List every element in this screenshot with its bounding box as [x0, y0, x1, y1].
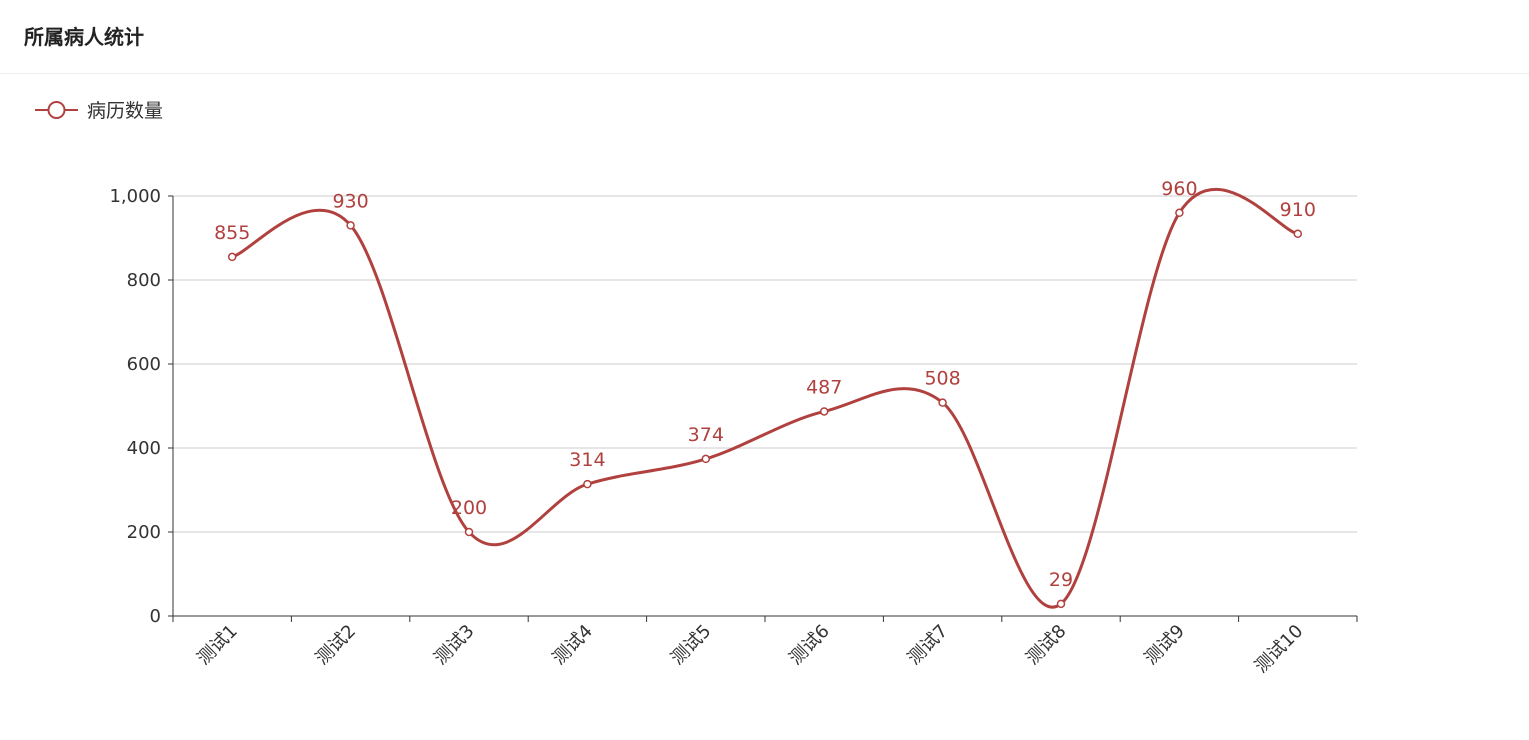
data-point: [1056, 599, 1066, 609]
data-point: [701, 454, 711, 464]
data-point: [938, 398, 947, 407]
y-tick-label: 400: [127, 438, 161, 459]
y-tick-label: 0: [150, 606, 161, 627]
data-label: 508: [924, 368, 960, 390]
data-label: 29: [1049, 569, 1073, 591]
y-tick-label: 800: [127, 270, 161, 291]
data-label: 930: [332, 190, 368, 212]
card-title: 所属病人统计: [24, 25, 144, 49]
data-label: 855: [214, 222, 250, 244]
y-tick-label: 200: [127, 522, 161, 543]
data-point: [1175, 208, 1184, 218]
data-label: 960: [1161, 178, 1197, 200]
y-tick-label: 1,000: [109, 186, 161, 207]
legend-label: 病历数量: [87, 100, 163, 122]
data-label: 200: [451, 497, 487, 519]
data-point: [583, 479, 592, 489]
data-point: [227, 252, 237, 262]
data-point: [464, 527, 474, 537]
legend-marker: [47, 101, 66, 119]
data-label: 487: [806, 376, 842, 398]
line-series: [231, 187, 1299, 609]
data-point: [346, 221, 355, 230]
data-point: [819, 407, 829, 416]
y-tick-label: 600: [127, 354, 161, 375]
data-label: 314: [569, 449, 605, 471]
data-label: 374: [688, 424, 724, 446]
data-label: 910: [1280, 199, 1316, 221]
data-point: [1293, 229, 1303, 239]
